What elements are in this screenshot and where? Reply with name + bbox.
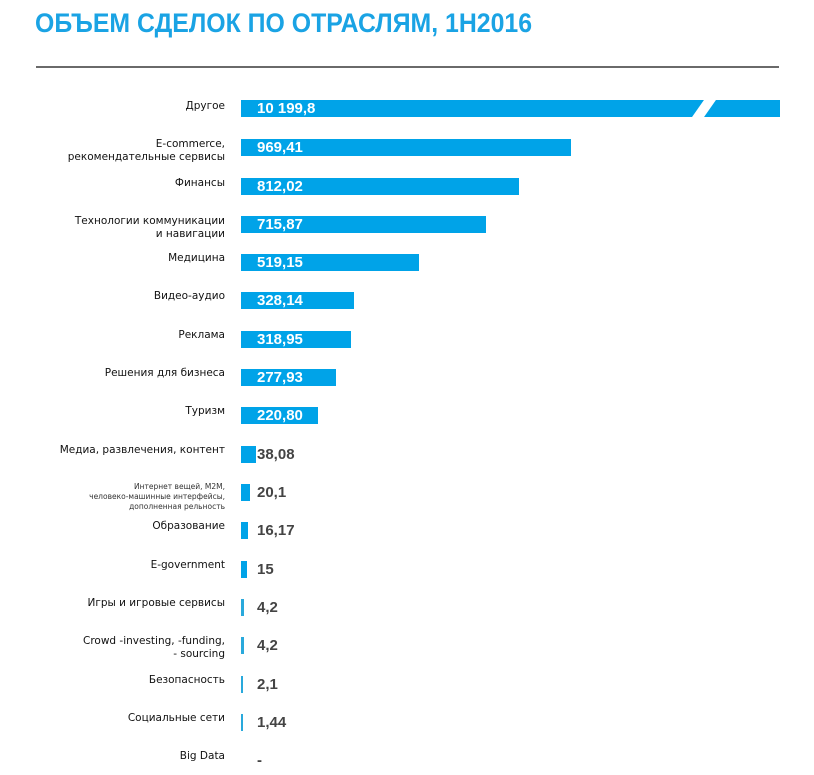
category-label: Безопасность [148,674,225,686]
category-label: Реклама [178,329,225,341]
bar [241,676,243,693]
bar [241,484,250,501]
category-label: Медиа, развлечения, контент [59,444,225,456]
bar-row-advertising: Реклама 318,95 [0,329,814,351]
title-divider [36,66,779,68]
bar [241,522,248,539]
bar-row-business-solutions: Решения для бизнеса 277,93 [0,367,814,389]
category-label: E-government [150,559,225,571]
value-label: 16,17 [257,522,295,539]
bar-row-finance: Финансы 812,02 [0,177,814,198]
value-label: 1,44 [257,714,287,731]
bar [241,714,243,731]
bar-row-tourism: Туризм 220,80 [0,405,814,427]
bar-row-games: Игры и игровые сервисы 4,2 [0,597,814,619]
bar [241,139,571,156]
bar-row-other: Другое 10 199,8 [0,100,814,120]
bar-row-comm-tech: Технологии коммуникации и навигации 715,8… [0,215,814,240]
bar-row-education: Образование 16,17 [0,520,814,542]
value-label: 715,87 [257,216,303,233]
bar-row-video-audio: Видео-аудио 328,14 [0,290,814,312]
value-label: 812,02 [257,178,303,195]
bar [241,292,354,309]
category-label: Решения для бизнеса [104,367,225,379]
value-label: 220,80 [257,407,303,424]
category-label: Туризм [185,405,225,417]
bar [241,599,244,616]
category-label: Другое [185,100,225,112]
category-label: Образование [152,520,225,532]
bar [241,254,419,271]
bar [241,637,244,654]
value-label: - [257,752,262,769]
value-label: 277,93 [257,369,303,386]
category-label: Финансы [174,177,225,189]
value-label: 4,2 [257,599,278,616]
category-label: Видео-аудио [153,290,225,302]
bar-row-ecommerce: E-commerce, рекомендательные сервисы 969,… [0,138,814,163]
bar [241,407,318,424]
category-label: Медицина [168,252,225,264]
bar-row-security: Безопасность 2,1 [0,674,814,696]
bar-row-crowd: Crowd -investing, -funding, - sourcing 4,… [0,635,814,660]
value-label: 20,1 [257,484,287,501]
value-label: 4,2 [257,637,278,654]
value-label: 10 199,8 [257,100,316,117]
value-label: 2,1 [257,676,278,693]
value-label: 969,41 [257,139,303,156]
category-label: Технологии коммуникации и навигации [74,215,225,240]
bar-row-e-government: E-government 15 [0,559,814,581]
axis-break-mark [692,100,716,117]
bar [241,369,336,386]
category-label: E-commerce, рекомендательные сервисы [67,138,225,163]
bar [241,446,256,463]
category-label: Социальные сети [127,712,225,724]
bar [241,561,247,578]
bar-row-iot: Интернет вещей, M2M, человеко-машинные ин… [0,482,814,511]
bar [241,216,486,233]
bar-row-big-data: Big Data - [0,750,814,772]
value-label: 38,08 [257,446,295,463]
bar-row-social: Социальные сети 1,44 [0,712,814,734]
category-label: Big Data [179,750,225,762]
bar [241,178,519,195]
value-label: 318,95 [257,331,303,348]
bar [241,331,351,348]
value-label: 328,14 [257,292,303,309]
value-label: 519,15 [257,254,303,271]
bar-row-media: Медиа, развлечения, контент 38,08 [0,444,814,466]
chart-title: ОБЪЕМ СДЕЛОК ПО ОТРАСЛЯМ, 1H2016 [35,8,533,38]
bar-row-medicine: Медицина 519,15 [0,252,814,274]
category-label: Crowd -investing, -funding, - sourcing [82,635,225,660]
category-label: Игры и игровые сервисы [87,597,225,609]
category-label: Интернет вещей, M2M, человеко-машинные ин… [89,482,225,511]
bar [241,100,780,117]
value-label: 15 [257,561,274,578]
